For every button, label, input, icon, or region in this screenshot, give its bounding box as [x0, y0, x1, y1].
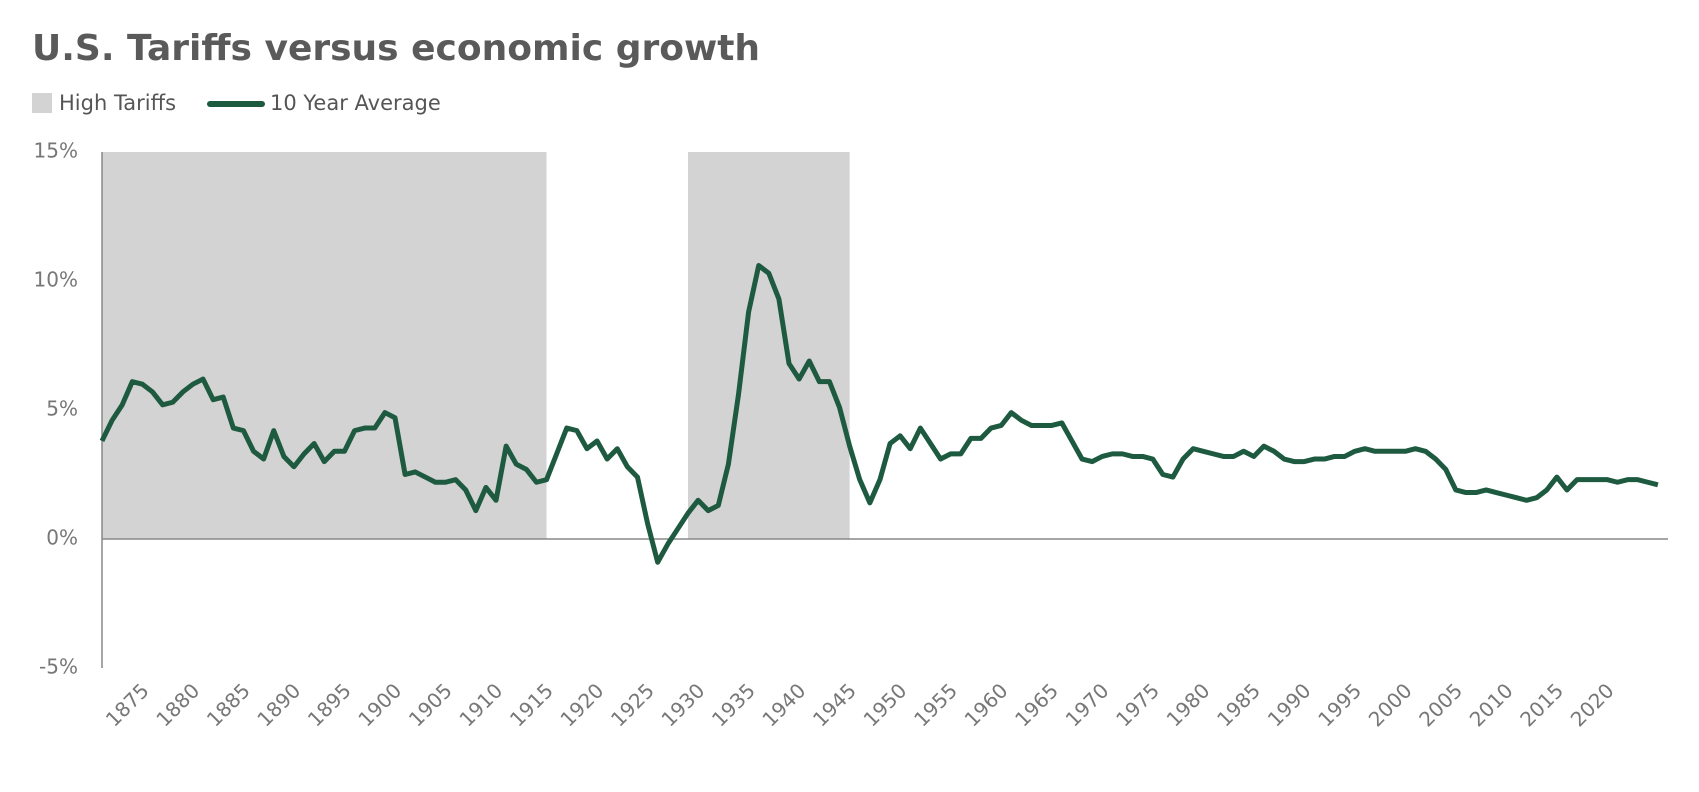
x-tick-label: 1990 [1263, 678, 1316, 731]
x-tick-label: 1950 [859, 678, 912, 731]
x-tick-label: 1900 [353, 678, 406, 731]
x-tick-label: 1920 [555, 678, 608, 731]
x-tick-label: 1875 [101, 678, 154, 731]
y-tick-label: 10% [34, 268, 78, 292]
x-tick-label: 1940 [757, 678, 810, 731]
data-line [99, 263, 1659, 565]
x-tick-label: 2015 [1515, 678, 1568, 731]
y-tick-label: 5% [46, 397, 78, 421]
x-tick-label: 1895 [303, 678, 356, 731]
x-tick-label: 1960 [960, 678, 1013, 731]
chart-title: U.S. Tariffs versus economic growth [32, 28, 760, 69]
x-tick-label: 1955 [909, 678, 962, 731]
x-tick-label: 2000 [1364, 678, 1417, 731]
x-tick-label: 1925 [606, 678, 659, 731]
highlight-band [687, 152, 850, 539]
x-tick-label: 1885 [202, 678, 255, 731]
x-tick-label: 1890 [252, 678, 305, 731]
x-tick-label: 1945 [808, 678, 861, 731]
x-tick-label: 1985 [1212, 678, 1265, 731]
y-tick-label: 15% [34, 139, 78, 163]
x-tick-label: 1930 [656, 678, 709, 731]
x-tick-label: 2010 [1465, 678, 1518, 731]
legend-swatch [32, 93, 52, 113]
x-tick-label: 2005 [1414, 678, 1467, 731]
x-tick-label: 1965 [1010, 678, 1063, 731]
x-tick-label: 1970 [1061, 678, 1114, 731]
x-tick-label: 1910 [454, 678, 507, 731]
legend-label: High Tariffs [59, 91, 176, 115]
legend-label: 10 Year Average [270, 91, 441, 115]
y-tick-label: 0% [46, 526, 78, 550]
x-tick-label: 1935 [707, 678, 760, 731]
x-tick-label: 1975 [1111, 678, 1164, 731]
x-tick-label: 1880 [151, 678, 204, 731]
x-tick-label: 1905 [404, 678, 457, 731]
y-tick-label: -5% [39, 655, 78, 679]
x-tick-label: 1915 [505, 678, 558, 731]
highlight-band [102, 152, 547, 539]
x-tick-label: 1995 [1313, 678, 1366, 731]
x-tick-label: 2020 [1566, 678, 1619, 731]
x-tick-label: 1980 [1162, 678, 1215, 731]
